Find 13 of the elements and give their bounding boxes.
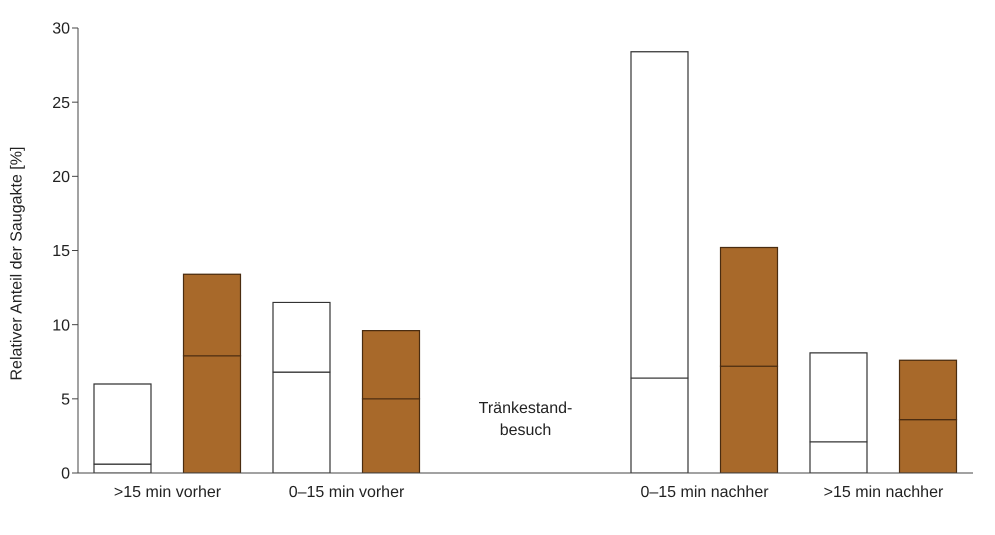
x-tick-label: >15 min vorher bbox=[114, 484, 222, 501]
y-tick-label: 20 bbox=[52, 169, 70, 186]
x-tick-label: >15 min nachher bbox=[824, 484, 944, 501]
y-axis-title: Relativer Anteil der Saugakte [%] bbox=[8, 146, 26, 380]
x-tick-label: 0–15 min nachher bbox=[640, 484, 770, 501]
y-tick-label: 30 bbox=[52, 20, 70, 38]
annotation: Tränkestand- besuch bbox=[478, 399, 574, 441]
y-tick-label: 0 bbox=[61, 466, 70, 483]
y-tick-label: 10 bbox=[52, 317, 70, 334]
x-tick-label: 0–15 min vorher bbox=[288, 484, 405, 501]
y-tick-label: 5 bbox=[61, 392, 70, 409]
y-tick-label: 25 bbox=[52, 94, 70, 112]
y-tick-label: 15 bbox=[52, 243, 70, 260]
